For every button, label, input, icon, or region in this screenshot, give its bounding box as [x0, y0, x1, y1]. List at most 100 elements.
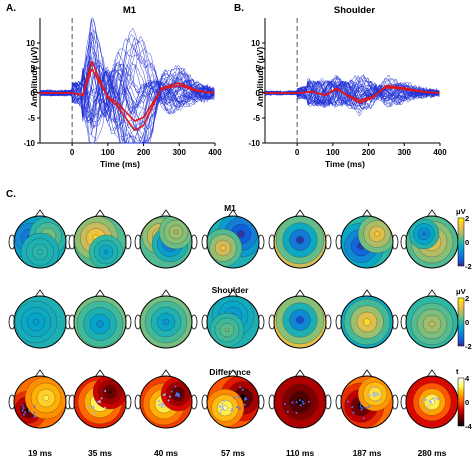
contour-line	[20, 306, 52, 338]
x-tick-label: 300	[173, 148, 187, 157]
colorbar	[457, 377, 465, 427]
topomap-blob	[43, 395, 49, 401]
head-outline	[273, 295, 327, 349]
contour-line	[98, 244, 114, 260]
y-tick-label: -10	[248, 139, 260, 148]
contour-line	[214, 317, 240, 343]
topomap-r1-c3	[201, 289, 265, 349]
contour-line	[368, 225, 386, 243]
colorbar-tick: 2	[465, 214, 470, 223]
topomap-r0-c1	[68, 209, 132, 269]
contour-line	[170, 386, 186, 402]
topomap-r0-c3	[201, 209, 265, 269]
contour-line	[156, 312, 176, 332]
contour-line	[211, 394, 239, 422]
nose	[294, 209, 306, 218]
y-tick-label: -5	[28, 114, 36, 123]
sig-dot	[359, 403, 362, 406]
contour-line	[282, 222, 318, 258]
x-tick-label: 200	[362, 148, 376, 157]
sig-dot	[346, 400, 349, 403]
colorbar-tick: -2	[465, 262, 472, 271]
sig-dot	[21, 404, 24, 407]
sig-dot	[21, 409, 24, 412]
contour-line	[36, 388, 56, 408]
contour-line	[26, 238, 54, 266]
contour-line	[356, 311, 378, 333]
sig-dot	[295, 411, 298, 414]
contour-line	[102, 384, 118, 400]
topomap-r0-c5	[335, 209, 399, 269]
contour-line	[410, 220, 454, 264]
colorbar-unit: μV	[456, 207, 466, 216]
topomap-blob	[237, 230, 245, 238]
head-outline	[13, 375, 67, 429]
contour-line	[31, 243, 49, 261]
contour-line	[429, 399, 435, 405]
nose	[160, 369, 172, 378]
nose	[361, 289, 373, 298]
contour-line	[343, 298, 391, 346]
highlight-trace	[40, 68, 215, 122]
sig-dot	[168, 395, 171, 398]
contour-line	[165, 381, 191, 407]
channel-trace	[264, 79, 440, 106]
topomap-r1-c1	[68, 289, 132, 349]
contour-line	[224, 327, 230, 333]
sig-dot	[160, 406, 163, 409]
row-title-difference: Difference	[209, 367, 251, 377]
sig-dot	[233, 396, 236, 399]
contour-line	[275, 296, 325, 345]
plot-b-group: 10 5 0 -5 -10 0 100 200 300 400	[248, 18, 447, 157]
sig-dot	[230, 407, 233, 410]
nose	[361, 369, 373, 378]
x-tick-label: 0	[70, 148, 75, 157]
sig-dot	[236, 406, 239, 409]
contour-line	[168, 224, 184, 240]
colorbar	[457, 217, 465, 267]
contour-line	[288, 390, 312, 414]
nose	[160, 209, 172, 218]
sig-dot	[241, 388, 244, 391]
sig-dot	[368, 405, 371, 408]
head-outline	[340, 215, 394, 269]
contour-line	[408, 218, 440, 250]
contour-line	[93, 239, 119, 265]
head-outline	[340, 375, 394, 429]
colorbar-tick: -4	[465, 422, 472, 431]
nose	[294, 289, 306, 298]
topomap-blob	[296, 236, 304, 244]
colorbar-tick: 2	[465, 294, 470, 303]
nose	[94, 369, 106, 378]
topomap-blob	[225, 328, 229, 332]
nose	[361, 209, 373, 218]
head-outline	[206, 375, 260, 429]
topomap-r1-c4	[268, 289, 332, 349]
contour-line	[162, 318, 170, 326]
sig-dot	[351, 406, 354, 409]
colorbar-tick: 0	[465, 238, 470, 247]
sig-dot	[422, 397, 425, 400]
topomap-r2-c2	[134, 369, 198, 429]
topomap-r1-c0	[8, 289, 72, 349]
contour-line	[173, 229, 179, 235]
sig-dot	[218, 405, 221, 408]
sig-dot	[362, 417, 365, 420]
head-outline	[139, 215, 193, 269]
contour-line	[89, 313, 111, 335]
topomap-blob	[422, 232, 426, 236]
x-tick-label: 0	[295, 148, 300, 157]
sig-dot	[28, 409, 31, 412]
sig-dot	[361, 406, 364, 409]
contour-line	[417, 227, 431, 241]
contour-line	[42, 394, 50, 402]
colorbar-tick: 0	[465, 398, 470, 407]
contour-line	[96, 320, 104, 328]
contour-line	[83, 307, 117, 341]
x-tick-label: 100	[101, 148, 115, 157]
sig-dot	[238, 395, 241, 398]
time-label: 187 ms	[352, 448, 382, 458]
sig-dot	[230, 409, 233, 412]
nose	[294, 369, 306, 378]
contour-line	[107, 389, 113, 395]
